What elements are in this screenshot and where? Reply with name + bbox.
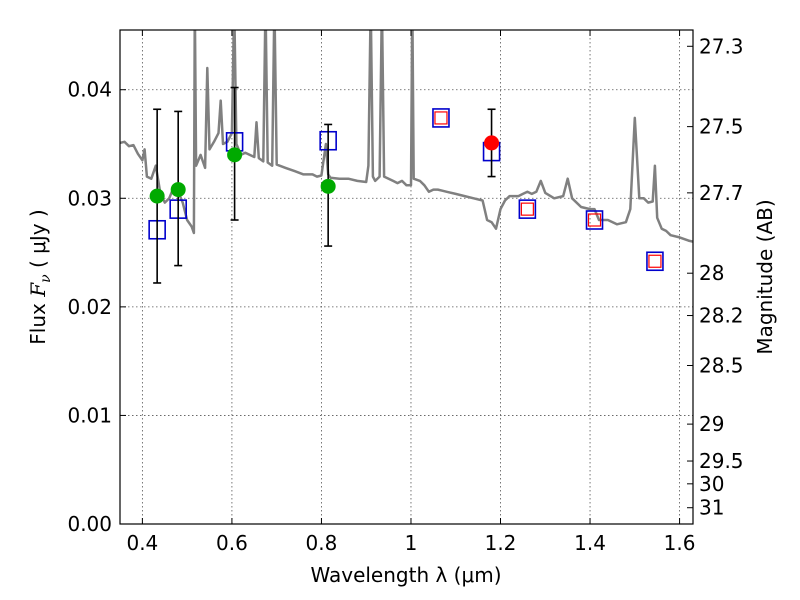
model-spectrum-line bbox=[120, 30, 693, 243]
y-tick-label: 0.02 bbox=[67, 295, 112, 319]
model-photometry-box-inner bbox=[520, 202, 534, 216]
y-axis-label-suffix: ( μJy ) bbox=[26, 209, 50, 274]
y2-axis-label: Magnitude (AB) bbox=[753, 199, 777, 354]
axis-ticks: 0.4 0.6 0.8 1 1.2 1.4 1.6 0.00 0.01 0.02 0.03 0.04 2… bbox=[67, 30, 744, 555]
y2-tick-label: 29 bbox=[699, 412, 724, 436]
y2-tick-label: 28.2 bbox=[699, 304, 744, 328]
x-tick-label: 0.6 bbox=[216, 531, 248, 555]
model-photometry-box bbox=[518, 199, 537, 219]
x-tick-label: 1.2 bbox=[485, 531, 517, 555]
observed-flux-point bbox=[170, 182, 186, 198]
y2-tick-label: 29.5 bbox=[699, 449, 744, 473]
y-tick-label: 0.01 bbox=[67, 403, 112, 427]
y-axis-label-subscript: ν bbox=[38, 274, 54, 283]
plot-area bbox=[120, 30, 693, 284]
y-axis-label: Flux Fν ( μJy ) bbox=[26, 209, 54, 344]
model-photometry-box bbox=[432, 108, 450, 128]
y-axis-label-prefix: Flux bbox=[26, 297, 50, 345]
observed-flux-point bbox=[149, 188, 165, 204]
y2-tick-label: 27.7 bbox=[699, 181, 744, 205]
y-tick-label: 0.03 bbox=[67, 186, 112, 210]
x-tick-label: 0.4 bbox=[126, 531, 158, 555]
y2-tick-label: 30 bbox=[699, 472, 724, 496]
x-axis-label: Wavelength λ (μm) bbox=[310, 563, 501, 587]
observed-flux-point bbox=[320, 178, 336, 194]
model-photometry-box-inner bbox=[587, 213, 602, 227]
y2-tick-label: 27.3 bbox=[699, 34, 744, 58]
plot-frame bbox=[119, 29, 694, 525]
model-photometry-box-inner bbox=[648, 254, 662, 268]
y2-tick-label: 28.5 bbox=[699, 353, 744, 377]
model-photometry-box bbox=[646, 251, 664, 272]
y-axis-label-symbol: F bbox=[26, 282, 50, 298]
x-tick-label: 1.4 bbox=[574, 531, 606, 555]
detection-flux-point bbox=[484, 135, 500, 151]
observed-flux-point bbox=[227, 147, 243, 163]
y2-tick-label: 27.5 bbox=[699, 115, 744, 139]
y2-tick-label: 31 bbox=[699, 496, 724, 520]
x-tick-label: 1.6 bbox=[664, 531, 696, 555]
x-tick-label: 1 bbox=[405, 531, 418, 555]
model-photometry-box-inner bbox=[434, 111, 448, 125]
model-photometry-box bbox=[585, 210, 604, 230]
x-tick-label: 0.8 bbox=[306, 531, 338, 555]
y-tick-label: 0.04 bbox=[67, 78, 112, 102]
y2-tick-label: 28 bbox=[699, 261, 724, 285]
y-tick-label: 0.00 bbox=[67, 512, 112, 536]
